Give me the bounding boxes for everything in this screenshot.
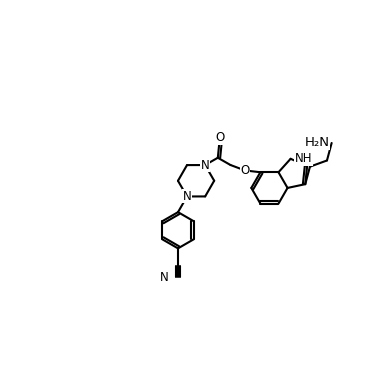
Text: N: N [201,158,210,172]
Text: NH: NH [295,152,312,165]
Text: H₂N: H₂N [305,137,330,150]
Text: N: N [160,271,169,284]
Text: O: O [215,131,224,144]
Text: N: N [183,190,191,203]
Text: O: O [241,164,250,177]
